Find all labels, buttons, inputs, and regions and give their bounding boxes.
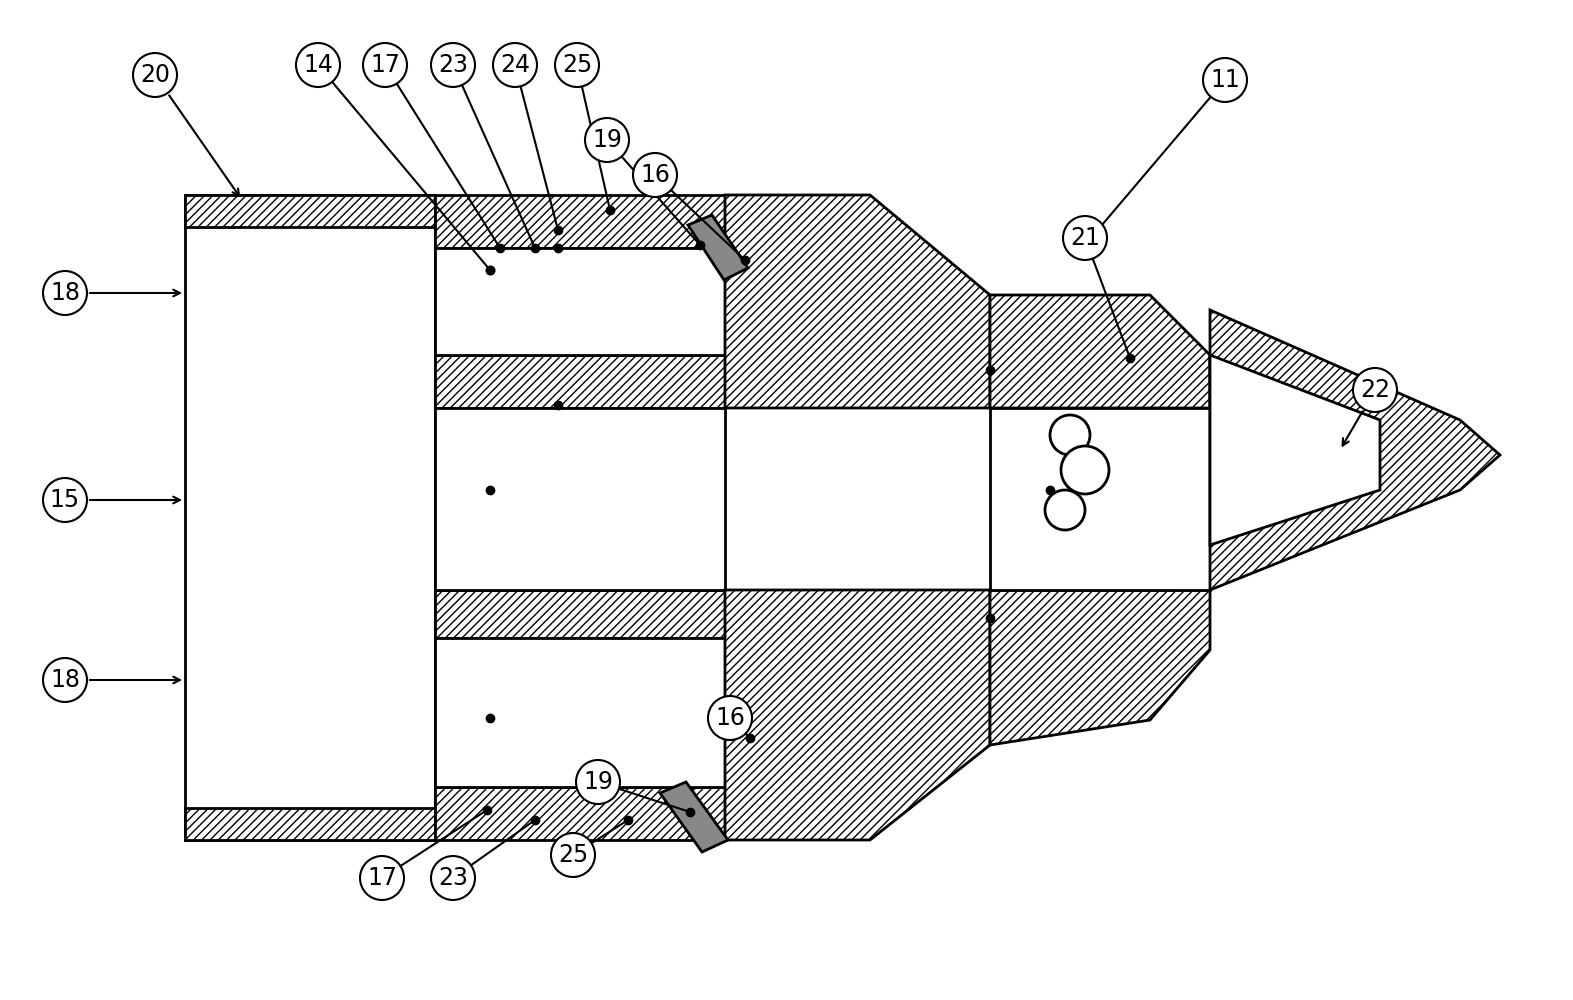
Text: 17: 17: [367, 866, 396, 890]
Circle shape: [708, 696, 752, 740]
Circle shape: [1353, 368, 1397, 412]
Text: 24: 24: [500, 53, 530, 77]
Circle shape: [42, 271, 87, 315]
Polygon shape: [1210, 355, 1380, 545]
Text: 14: 14: [304, 53, 333, 77]
Circle shape: [431, 856, 475, 900]
Bar: [436, 408, 725, 590]
Text: 16: 16: [640, 163, 670, 187]
Polygon shape: [661, 782, 728, 852]
Polygon shape: [989, 590, 1210, 745]
Bar: [436, 195, 725, 248]
Bar: [186, 195, 436, 840]
Bar: [186, 195, 436, 227]
Text: 22: 22: [1361, 378, 1391, 402]
Text: 21: 21: [1070, 226, 1100, 250]
Bar: [436, 787, 725, 840]
Circle shape: [555, 43, 599, 87]
Text: 25: 25: [558, 843, 588, 867]
Circle shape: [576, 760, 620, 804]
Circle shape: [42, 658, 87, 702]
Text: 25: 25: [562, 53, 591, 77]
Text: 18: 18: [50, 281, 80, 305]
Text: 16: 16: [716, 706, 746, 730]
Circle shape: [551, 833, 595, 877]
Circle shape: [431, 43, 475, 87]
Circle shape: [42, 478, 87, 522]
Text: 18: 18: [50, 668, 80, 692]
Circle shape: [492, 43, 536, 87]
Text: 17: 17: [370, 53, 400, 77]
Polygon shape: [725, 590, 989, 840]
Text: 23: 23: [437, 53, 469, 77]
Bar: [436, 638, 725, 787]
Circle shape: [134, 53, 178, 97]
Text: 23: 23: [437, 866, 469, 890]
Circle shape: [1062, 446, 1109, 494]
Circle shape: [360, 856, 404, 900]
Bar: [989, 408, 1210, 590]
Circle shape: [296, 43, 340, 87]
Bar: [436, 355, 725, 408]
Circle shape: [1203, 58, 1247, 102]
Text: 20: 20: [140, 63, 170, 87]
Text: 11: 11: [1210, 68, 1240, 92]
Text: 19: 19: [591, 128, 621, 152]
Circle shape: [1063, 216, 1107, 260]
Circle shape: [632, 153, 676, 197]
Polygon shape: [1210, 310, 1501, 590]
Text: 15: 15: [50, 488, 80, 512]
Circle shape: [585, 118, 629, 162]
Circle shape: [1051, 415, 1090, 455]
Bar: [436, 248, 725, 355]
Bar: [186, 808, 436, 840]
Text: 19: 19: [584, 770, 613, 794]
Circle shape: [363, 43, 407, 87]
Polygon shape: [989, 295, 1210, 408]
Circle shape: [1044, 490, 1085, 530]
Polygon shape: [725, 195, 989, 408]
Polygon shape: [687, 215, 749, 280]
Bar: [436, 590, 725, 638]
